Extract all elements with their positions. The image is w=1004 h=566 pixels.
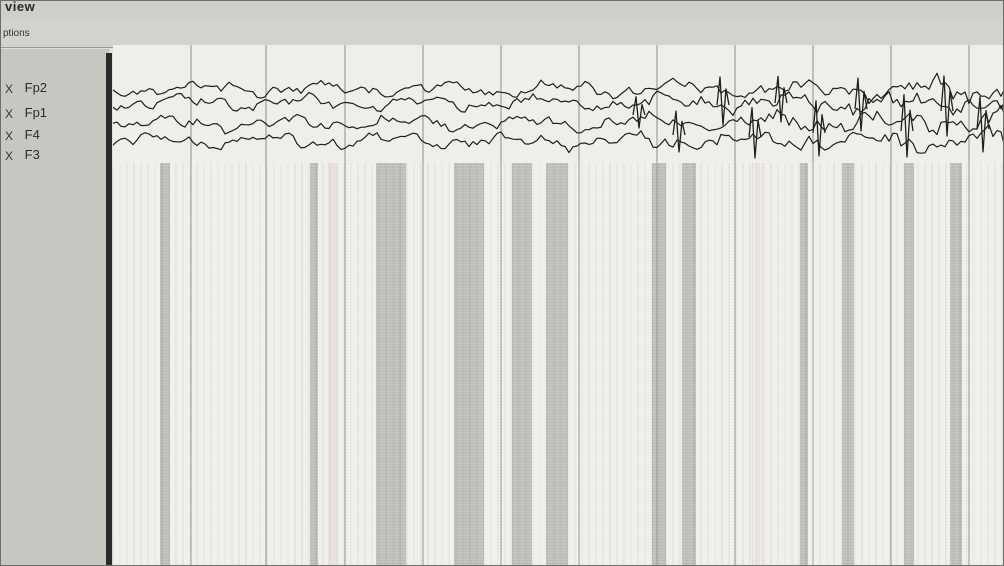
channel-label: F3 [24,147,40,162]
channel-row-fp2[interactable]: X Fp2 [5,80,47,95]
eeg-trace-line [113,104,1003,136]
eeg-trace-area [113,45,1003,565]
channel-label: F4 [24,127,40,142]
eeg-spike [854,77,868,132]
eeg-spike [812,100,826,157]
eeg-spike [748,106,762,159]
channel-checkbox-icon[interactable]: X [5,107,14,121]
eeg-trace-line [113,124,1003,154]
eeg-spike [976,96,990,153]
eeg-spike [632,96,646,129]
eeg-spike [940,75,954,137]
menu-options[interactable]: ptions [3,28,30,39]
eeg-trace-line [113,90,1003,116]
channel-row-fp1[interactable]: X Fp1 [5,105,47,120]
eeg-spike [774,75,788,123]
channel-row-f3[interactable]: X F3 [5,147,40,162]
channel-row-f4[interactable]: X F4 [5,127,40,142]
window-title: view [5,0,36,14]
channel-checkbox-icon[interactable]: X [5,149,14,163]
trace-background [113,45,1003,565]
window-titlebar: view [1,0,1003,20]
channel-label: Fp1 [24,105,48,120]
eeg-svg [113,45,1003,565]
channel-label: Fp2 [24,80,48,95]
channel-checkbox-icon[interactable]: X [5,82,14,96]
channel-checkbox-icon[interactable]: X [5,129,14,143]
eeg-spike [900,93,914,158]
eeg-spike [716,76,730,126]
channel-list-panel: X Fp2 X Fp1 X F4 X F3 [1,49,109,565]
eeg-spike [672,110,686,153]
panel-divider [106,53,112,565]
menu-bar: ptions [1,19,1003,48]
